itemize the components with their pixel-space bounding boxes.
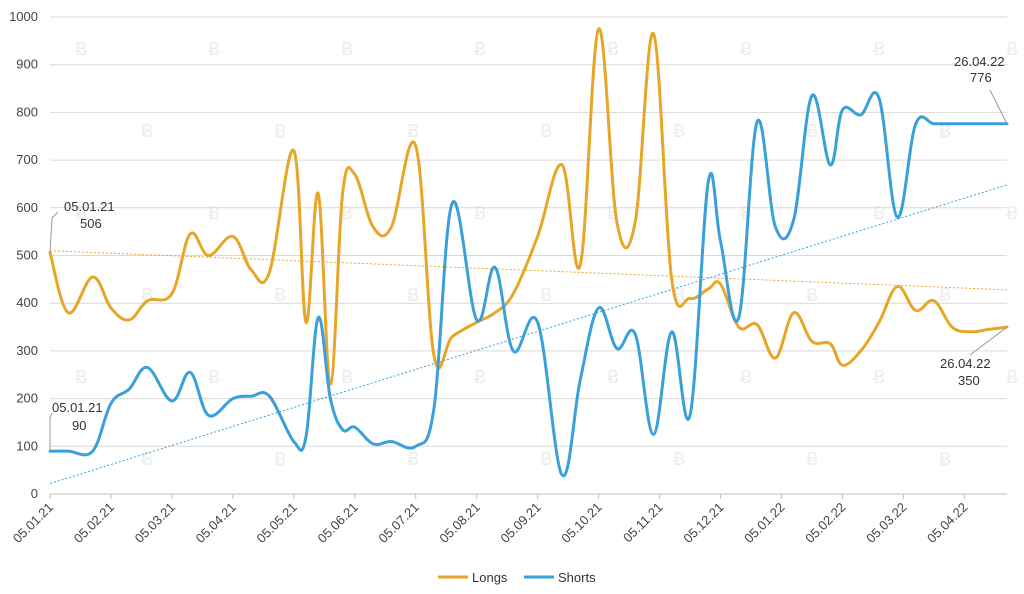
watermark-logo-icon: Ƀ — [141, 121, 153, 142]
watermark-logo-icon: Ƀ — [740, 367, 752, 388]
watermark-logo-icon: Ƀ — [274, 285, 286, 306]
y-tick-label: 300 — [16, 343, 38, 358]
annotation-date: 26.04.22 — [940, 356, 991, 371]
y-tick-label: 900 — [16, 57, 38, 72]
watermark-logo-icon: Ƀ — [740, 39, 752, 60]
y-tick-label: 0 — [31, 486, 38, 501]
y-tick-label: 500 — [16, 248, 38, 263]
annotation-value: 350 — [958, 373, 980, 388]
watermark-logo-icon: Ƀ — [1006, 367, 1018, 388]
watermark-logo-icon: Ƀ — [274, 121, 286, 142]
legend-label-shorts: Shorts — [558, 570, 596, 585]
watermark-logo-icon: Ƀ — [474, 367, 486, 388]
annotation-leader — [49, 412, 53, 452]
annotation-date: 26.04.22 — [954, 54, 1005, 69]
annotations: 05.01.2150605.01.219026.04.2277626.04.22… — [49, 54, 1008, 452]
watermark-logo-icon: Ƀ — [740, 203, 752, 224]
watermark-logo-icon: Ƀ — [673, 449, 685, 470]
watermark-logo-icon: Ƀ — [607, 367, 619, 388]
y-tick-label: 100 — [16, 438, 38, 453]
legend-label-longs: Longs — [472, 570, 508, 585]
watermark-logo-icon: Ƀ — [540, 285, 552, 306]
trend-lines — [49, 184, 1008, 484]
shorts-trendline — [49, 184, 1008, 484]
annotation-leader — [49, 211, 59, 253]
annotation-date: 05.01.21 — [64, 199, 115, 214]
watermark-logo-icon: Ƀ — [75, 39, 87, 60]
watermark-logo-icon: Ƀ — [407, 121, 419, 142]
series-line-shorts — [48, 91, 1009, 478]
watermark-logo-icon: Ƀ — [75, 367, 87, 388]
watermark-logo-icon: Ƀ — [939, 285, 951, 306]
series-line-longs — [48, 27, 1009, 386]
annotation-date: 05.01.21 — [52, 400, 103, 415]
annotation-value: 506 — [80, 216, 102, 231]
watermark-logo-icon: Ƀ — [407, 449, 419, 470]
watermark-logo-icon: Ƀ — [274, 449, 286, 470]
y-tick-label: 700 — [16, 152, 38, 167]
annotation-leader — [989, 89, 1008, 125]
watermark-logo-icon: Ƀ — [673, 121, 685, 142]
watermark-logo-icon: Ƀ — [873, 203, 885, 224]
watermark-logo-icon: Ƀ — [1006, 39, 1018, 60]
y-tick-label: 600 — [16, 200, 38, 215]
watermark-logo-icon: Ƀ — [607, 39, 619, 60]
y-tick-label: 1000 — [9, 9, 38, 24]
y-tick-label: 200 — [16, 391, 38, 406]
annotation-value: 90 — [72, 418, 86, 433]
watermark-logo-icon: Ƀ — [806, 285, 818, 306]
series-lines — [48, 27, 1009, 478]
watermark-logo-icon: Ƀ — [873, 367, 885, 388]
watermark-logo-icon: Ƀ — [141, 449, 153, 470]
watermark-logo-icon: Ƀ — [407, 285, 419, 306]
watermark-logo-icon: Ƀ — [873, 39, 885, 60]
watermark-logo-icon: Ƀ — [540, 121, 552, 142]
watermark-logo-icon: Ƀ — [1006, 203, 1018, 224]
annotation-value: 776 — [970, 70, 992, 85]
watermark-logo-icon: Ƀ — [939, 449, 951, 470]
watermark-logo-icon: Ƀ — [341, 367, 353, 388]
watermark-logo-icon: Ƀ — [208, 367, 220, 388]
annotation-leader — [969, 326, 1008, 356]
legend: Longs Shorts — [438, 570, 596, 585]
watermark-logo-icon: Ƀ — [939, 121, 951, 142]
watermark-logo-icon: Ƀ — [540, 449, 552, 470]
y-tick-label: 800 — [16, 104, 38, 119]
watermark-logo-icon: Ƀ — [806, 121, 818, 142]
watermark-logo-icon: Ƀ — [341, 39, 353, 60]
y-axis: 0 100 200 300 400 500 600 700 800 900 1000 — [9, 9, 38, 501]
watermark-logo-icon: Ƀ — [474, 203, 486, 224]
watermark-logo-icon: Ƀ — [474, 39, 486, 60]
watermark-logo-icon: Ƀ — [208, 39, 220, 60]
watermark-logo-icon: Ƀ — [806, 449, 818, 470]
watermark-logo-icon: Ƀ — [208, 203, 220, 224]
y-tick-label: 400 — [16, 295, 38, 310]
